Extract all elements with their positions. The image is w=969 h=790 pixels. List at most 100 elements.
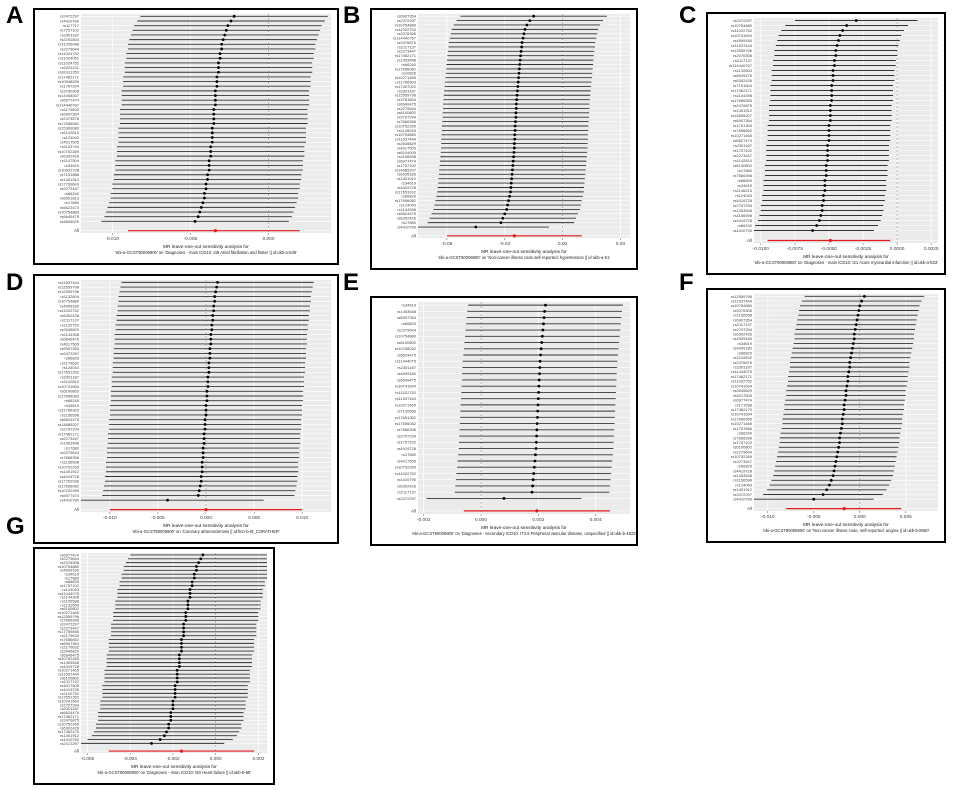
snp-label: rs6100802 xyxy=(60,675,80,680)
forest-plot-panel-g: rs6977474 rs2279644 rs2076306 rs10754880 rs4… xyxy=(33,547,275,785)
estimate-point xyxy=(511,159,515,163)
estimate-point xyxy=(215,75,219,79)
snp-label: rs6100802 xyxy=(733,445,753,450)
estimate-point xyxy=(509,190,512,194)
snp-label: rs2076306 xyxy=(733,308,753,313)
estimate-point xyxy=(815,224,819,227)
estimate-point xyxy=(538,359,542,363)
snp-label: rs2076306 xyxy=(397,31,417,36)
estimate-point xyxy=(537,378,541,382)
estimate-point xyxy=(536,415,539,419)
estimate-point xyxy=(204,408,208,412)
snp-label: rs66240 xyxy=(402,62,417,67)
snp-label: rs11022752 xyxy=(731,379,753,384)
estimate-point xyxy=(818,219,821,222)
estimate-point xyxy=(536,397,540,401)
estimate-point xyxy=(199,557,203,561)
estimate-point xyxy=(509,186,513,189)
snp-label: rs2797294 xyxy=(733,327,753,332)
snp-label: rs6302426 xyxy=(60,725,80,730)
estimate-point xyxy=(175,676,179,680)
snp-label: rs4419728 xyxy=(60,687,80,692)
snp-label: rs11295088 xyxy=(58,42,80,47)
estimate-point xyxy=(200,470,204,474)
snp-label: rs2472297 xyxy=(733,18,753,23)
snp-label: rs7666396 xyxy=(733,435,753,440)
estimate-point xyxy=(516,85,520,88)
estimate-point xyxy=(207,370,211,374)
estimate-point xyxy=(209,150,213,153)
snp-label: rs10752269 xyxy=(731,454,753,459)
snp-label: rs11537444 xyxy=(58,280,80,285)
snp-label: rs2472297 xyxy=(397,496,417,501)
estimate-point xyxy=(858,304,862,308)
estimate-point xyxy=(531,484,534,488)
estimate-point xyxy=(167,726,171,730)
estimate-point xyxy=(852,337,856,341)
snp-label: rs6907354 xyxy=(60,346,80,351)
estimate-point xyxy=(195,568,198,572)
estimate-point xyxy=(512,150,516,154)
snp-label: rs2301187 xyxy=(397,88,416,93)
estimate-point xyxy=(209,145,213,149)
estimate-point xyxy=(209,333,213,336)
all-label: All xyxy=(411,233,416,238)
snp-label: rs1156598 xyxy=(60,460,79,465)
estimate-point xyxy=(513,133,517,137)
x-tick-label: -0.0050 xyxy=(821,246,838,252)
estimate-point xyxy=(215,80,219,83)
snp-label: rs11444075 xyxy=(58,591,80,596)
estimate-point xyxy=(184,611,188,615)
snp-label: rs10752269 xyxy=(58,149,80,154)
estimate-point xyxy=(203,427,207,431)
estimate-point xyxy=(202,437,206,441)
snp-label: rs2279644 xyxy=(397,327,417,332)
snp-label: rs7666396 xyxy=(60,455,80,460)
snp-label: rs6100802 xyxy=(60,606,80,611)
estimate-point xyxy=(833,464,837,468)
estimate-point xyxy=(212,304,216,308)
forest-plot-g: rs6977474rs2279644rs2076306rs10754880rs4… xyxy=(58,552,267,775)
x-tick-label: -0.005 xyxy=(184,236,198,242)
snp-label: rs11022752 xyxy=(395,27,417,32)
snp-label: rs6649475 xyxy=(60,214,80,219)
estimate-point xyxy=(207,361,211,365)
chart-title: MR leave-one-out sensitivity analysis fo… xyxy=(481,525,567,531)
estimate-point xyxy=(188,591,192,595)
snp-label: rs1144398 xyxy=(60,595,79,600)
snp-label: rs11766303 xyxy=(58,408,80,413)
x-tick-label: 0.005 xyxy=(248,515,260,521)
estimate-point xyxy=(209,337,213,341)
estimate-point xyxy=(162,734,166,738)
all-label: All xyxy=(74,228,79,233)
snp-label: rs117717 xyxy=(63,23,80,28)
snp-label: rs4419728 xyxy=(733,218,753,223)
snp-label: rs1453548 xyxy=(733,208,753,213)
snp-label: rs11024752 xyxy=(58,60,80,65)
snp-label: rs66829 xyxy=(402,321,417,326)
snp-label: rs12559796 xyxy=(58,285,80,290)
snp-label: rs12559796 xyxy=(58,289,80,294)
estimate-point xyxy=(833,59,836,62)
estimate-point xyxy=(209,154,213,158)
snp-label: rs17462170 xyxy=(58,729,80,734)
snp-label: rs1757102 xyxy=(733,440,753,445)
snp-label: rs1401912 xyxy=(397,176,417,181)
snp-label: rs4419728 xyxy=(397,185,417,190)
estimate-point xyxy=(202,432,206,436)
snp-label: rs14685207 xyxy=(395,167,417,172)
estimate-point xyxy=(843,398,847,402)
estimate-point xyxy=(212,112,216,116)
forest-plot-panel-c: rs2472297 rs10754880 rs11022752 rs10741694 r… xyxy=(706,12,946,275)
estimate-point xyxy=(210,136,214,139)
forest-plot-panel-d: rs11537444 rs12559796 rs12559796 rs1132604 r… xyxy=(33,274,339,544)
snp-label: rs6907354 xyxy=(60,641,80,646)
estimate-point xyxy=(829,478,833,482)
snp-label: rs3760308 xyxy=(60,88,80,93)
snp-label: rs17462171 xyxy=(58,74,80,79)
x-tick-label: -0.0025 xyxy=(855,246,872,252)
snp-label: rs5622473 xyxy=(60,205,80,210)
estimate-point xyxy=(542,322,545,326)
snp-label: rs11022752 xyxy=(731,28,753,33)
estimate-point xyxy=(844,394,848,397)
